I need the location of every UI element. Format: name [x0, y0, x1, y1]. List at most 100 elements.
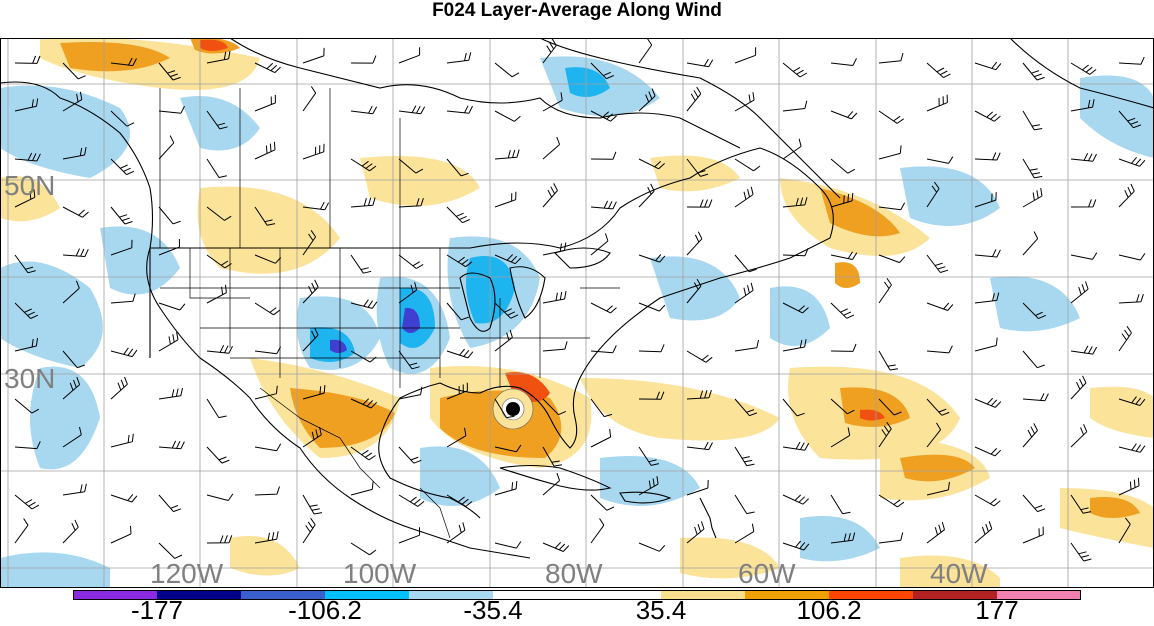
wind-barb: [542, 341, 568, 352]
wind-barb: [302, 201, 330, 211]
wind-barb: [494, 480, 518, 496]
wind-barb: [1022, 158, 1043, 179]
colorbar-swatch: [745, 590, 830, 600]
wind-barb: [110, 206, 133, 225]
wind-barb: [350, 158, 377, 172]
wind-barb: [782, 302, 809, 314]
wind-barb: [14, 518, 29, 544]
wind-barb: [110, 293, 136, 304]
wind-barb: [830, 158, 856, 174]
negative-anomaly-area: [770, 286, 830, 346]
positive-anomaly-area: [580, 378, 780, 441]
wind-barb: [254, 443, 282, 452]
negative-anomaly-area: [650, 256, 740, 321]
wind-barb: [1118, 183, 1135, 208]
wind-barb: [14, 55, 41, 64]
wind-barb: [14, 98, 39, 112]
wind-barb: [638, 302, 666, 312]
anomaly-shading: [0, 38, 1154, 588]
wind-barb: [1118, 156, 1146, 167]
wind-barb: [878, 278, 892, 304]
wind-barb: [158, 62, 181, 81]
wind-barb: [782, 138, 802, 160]
storm-center-icon: [506, 402, 520, 416]
wind-barb: [974, 446, 1002, 457]
wind-barb: [158, 494, 182, 513]
wind-barb: [110, 239, 133, 256]
wind-barb: [206, 206, 232, 221]
wind-barb: [494, 444, 522, 453]
wind-barb: [782, 441, 810, 451]
wind-barb: [638, 158, 665, 170]
wind-barb: [398, 105, 426, 115]
wind-barb: [206, 254, 232, 269]
wind-barb: [638, 391, 665, 400]
wind-barb: [62, 248, 89, 257]
wind-barb: [1070, 281, 1089, 304]
wind-barb: [158, 206, 181, 225]
wind-barb: [974, 152, 1001, 161]
negative-anomaly-area: [30, 366, 100, 470]
negative-anomaly-area: [100, 226, 180, 295]
negative-anomaly-area: [990, 276, 1080, 332]
colorbar-swatch: [241, 590, 326, 600]
wind-barb: [254, 206, 276, 226]
wind-barb: [350, 398, 378, 409]
wind-barb: [398, 282, 418, 304]
wind-barb: [350, 299, 378, 309]
wind-barb: [1022, 423, 1038, 448]
wind-barb: [926, 94, 948, 112]
wind-barb: [254, 94, 276, 112]
colorbar-swatch: [325, 590, 410, 600]
wind-barb: [686, 86, 702, 112]
wind-barb: [830, 251, 858, 260]
wind-barb: [206, 158, 227, 178]
negative-anomaly-core: [466, 256, 515, 324]
wind-barb: [830, 494, 851, 515]
wind-barb: [1022, 393, 1049, 402]
wind-barb: [878, 52, 904, 64]
wind-barb: [542, 136, 561, 160]
wind-barb: [254, 486, 280, 496]
wind-barb: [446, 427, 467, 448]
wind-barb: [590, 345, 617, 354]
wind-barb: [446, 302, 469, 321]
wind-barb: [590, 518, 605, 544]
positive-anomaly-area: [650, 155, 740, 192]
wind-barb: [302, 494, 323, 515]
colorbar-swatch: [157, 590, 242, 600]
wind-barb: [14, 254, 36, 274]
wind-barb: [446, 105, 473, 114]
wind-barb: [350, 446, 376, 461]
wind-barb: [110, 433, 134, 448]
wind-barb: [686, 441, 713, 451]
wind-barb: [542, 291, 567, 304]
wind-barb: [782, 248, 809, 257]
wind-barb: [1022, 526, 1044, 544]
positive-anomaly-core: [840, 387, 910, 427]
map-title: F024 Layer-Average Along Wind: [432, 0, 722, 21]
wind-barb: [878, 494, 905, 508]
graticule: [0, 38, 1154, 588]
wind-barb: [926, 254, 949, 273]
wind-barb: [1118, 396, 1146, 406]
wind-barb: [974, 521, 993, 544]
wind-barb: [494, 110, 521, 122]
positive-anomaly-area: [197, 186, 340, 274]
wind-barb: [974, 61, 1002, 71]
wind-barb: [926, 422, 942, 448]
wind-barb: [62, 280, 80, 304]
positive-anomaly-core: [835, 262, 860, 288]
negative-anomaly-area: [800, 516, 880, 562]
wind-barb: [830, 302, 855, 319]
wind-barb: [1022, 62, 1045, 81]
wind-barb: [734, 523, 755, 544]
wind-barb: [14, 494, 40, 510]
wind-barb: [878, 398, 902, 416]
lon-label-60w: 60W: [738, 558, 796, 588]
wind-barb: [686, 158, 709, 177]
wind-barb: [830, 398, 855, 415]
wind-barb: [1070, 62, 1097, 75]
lat-label-30n: 30N: [4, 363, 55, 394]
wind-barb: [734, 282, 754, 304]
